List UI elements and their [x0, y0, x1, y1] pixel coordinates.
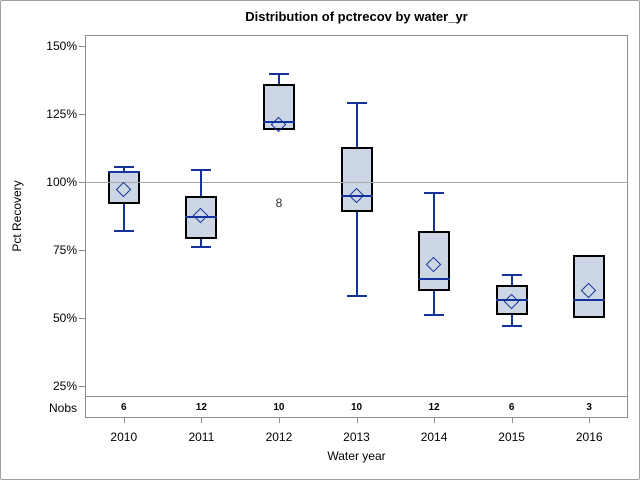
- median-line-2012: [262, 121, 295, 124]
- y-tick-mark: [79, 45, 85, 47]
- y-tick-mark: [79, 181, 85, 183]
- y-tick-label: 50%: [52, 311, 77, 326]
- upper-whisker-2012: [277, 74, 280, 84]
- x-tick-mark-2015: [511, 418, 513, 423]
- upper-whisker-2010: [122, 167, 125, 172]
- box-rect-2014: [418, 230, 451, 291]
- upper-whisker-cap-2014: [424, 191, 445, 194]
- lower-whisker-cap-2010: [113, 229, 134, 232]
- outlier-marker-2012: 8: [275, 196, 283, 211]
- lower-whisker-2015: [510, 315, 513, 327]
- y-axis-title: Pct Recovery: [10, 180, 24, 252]
- upper-whisker-2011: [200, 169, 203, 196]
- lower-whisker-2011: [200, 239, 203, 248]
- y-tick-mark: [79, 386, 85, 388]
- nobs-value-2010: 6: [121, 402, 127, 413]
- median-line-2016: [573, 299, 606, 302]
- y-tick-mark: [79, 318, 85, 320]
- x-tick-label-2010: 2010: [110, 430, 138, 444]
- x-tick-mark-2013: [356, 418, 358, 423]
- y-tick-mark: [79, 250, 85, 252]
- lower-whisker-2014: [433, 290, 436, 316]
- upper-whisker-2014: [433, 192, 436, 231]
- nobs-value-2013: 10: [350, 402, 363, 413]
- median-line-2013: [340, 194, 373, 197]
- x-tick-label-2015: 2015: [498, 430, 525, 444]
- y-tick-label: 100%: [46, 174, 77, 189]
- median-line-2011: [185, 216, 218, 219]
- lower-whisker-cap-2013: [346, 295, 367, 298]
- plot-frame: [85, 35, 628, 397]
- y-tick-label: 25%: [52, 379, 77, 394]
- x-tick-mark-2011: [201, 418, 203, 423]
- nobs-value-2015: 6: [508, 402, 515, 413]
- box-rect-2013: [340, 146, 373, 212]
- upper-whisker-cap-2011: [191, 168, 212, 171]
- x-tick-label-2016: 2016: [575, 430, 603, 444]
- median-line-2010: [107, 171, 140, 174]
- nobs-value-2016: 3: [586, 402, 592, 413]
- y-tick-label: 75%: [52, 243, 77, 258]
- x-tick-mark-2010: [123, 418, 125, 423]
- x-tick-mark-2014: [434, 418, 436, 423]
- upper-whisker-cap-2012: [268, 73, 289, 76]
- x-tick-label-2012: 2012: [265, 430, 293, 444]
- y-tick-label: 125%: [46, 106, 77, 121]
- upper-whisker-cap-2010: [113, 166, 134, 168]
- x-tick-label-2011: 2011: [188, 430, 215, 444]
- median-line-2014: [418, 277, 451, 280]
- lower-whisker-2010: [122, 203, 125, 231]
- x-axis-title: Water year: [327, 449, 386, 463]
- lower-whisker-cap-2015: [501, 325, 522, 328]
- box-rect-2016: [573, 255, 606, 319]
- chart-title: Distribution of pctrecov by water_yr: [245, 9, 468, 24]
- nobs-value-2012: 10: [273, 402, 285, 413]
- x-tick-label-2013: 2013: [343, 430, 370, 444]
- upper-whisker-cap-2015: [501, 273, 522, 276]
- nobs-strip: [85, 397, 628, 418]
- x-tick-mark-2016: [589, 418, 591, 423]
- upper-whisker-2015: [510, 274, 513, 286]
- nobs-value-2011: 12: [195, 402, 207, 413]
- upper-whisker-2013: [355, 103, 358, 147]
- y-tick-mark: [79, 113, 85, 115]
- lower-whisker-cap-2011: [191, 246, 212, 249]
- lower-whisker-2013: [355, 211, 358, 297]
- nobs-value-2014: 12: [428, 402, 440, 413]
- x-tick-mark-2012: [278, 418, 280, 423]
- refline-100: [85, 181, 628, 183]
- y-tick-label: 150%: [46, 38, 77, 53]
- nobs-label: Nobs: [48, 401, 77, 415]
- x-tick-label-2014: 2014: [420, 430, 448, 444]
- upper-whisker-cap-2013: [346, 102, 367, 105]
- median-line-2015: [495, 299, 528, 302]
- lower-whisker-cap-2014: [424, 314, 445, 317]
